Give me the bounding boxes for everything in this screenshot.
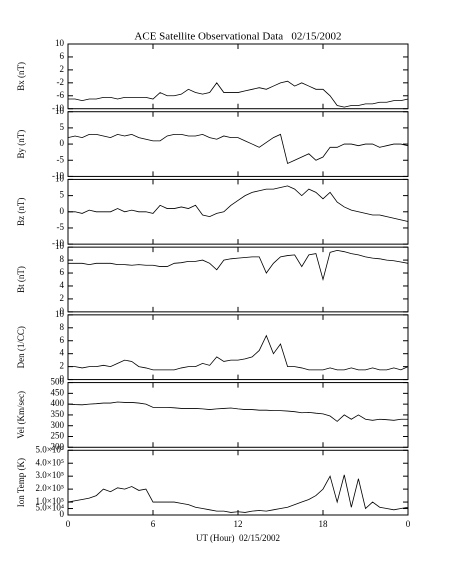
y-tick-label: 10 — [55, 38, 65, 48]
x-tick-label: 0 — [406, 519, 411, 529]
x-tick-label: 6 — [151, 519, 156, 529]
y-tick-label: 2 — [60, 293, 65, 303]
y-tick-label: 0 — [60, 306, 65, 316]
y-axis-label: Bz (nT) — [16, 198, 26, 226]
data-line — [68, 80, 409, 108]
y-tick-label: 5.0×10⁴ — [36, 503, 64, 513]
y-tick-label: 10 — [55, 106, 65, 116]
x-axis-label: UT (Hour) 02/15/2002 — [196, 533, 280, 543]
chart-title: ACE Satellite Observational Data 02/15/2… — [134, 31, 341, 43]
y-tick-label: 250 — [51, 431, 65, 441]
y-tick-label: 8 — [60, 254, 65, 264]
y-tick-label: 200 — [51, 441, 65, 451]
y-tick-label: -5 — [57, 154, 65, 164]
y-tick-label: 5 — [60, 190, 65, 200]
y-tick-label: 6 — [60, 335, 65, 345]
y-tick-label: 4.0×10⁵ — [36, 457, 64, 467]
y-tick-label: 10 — [55, 309, 65, 319]
y-tick-label: 1.0×10⁵ — [36, 496, 64, 506]
y-axis-label: Vel (Km/sec) — [16, 391, 26, 439]
y-tick-label: 4 — [60, 280, 65, 290]
y-tick-label: -10 — [52, 238, 64, 248]
y-tick-label: -10 — [52, 170, 64, 180]
x-tick-label: 0 — [66, 519, 71, 529]
y-tick-label: 0 — [60, 374, 65, 384]
y-tick-label: -2 — [57, 77, 65, 87]
x-tick-label: 18 — [319, 519, 329, 529]
y-tick-label: -10 — [52, 103, 64, 113]
y-tick-label: 0 — [60, 138, 65, 148]
y-tick-label: 2.0×10⁵ — [36, 483, 64, 493]
y-tick-label: 5.0×10⁵ — [36, 444, 64, 454]
data-line — [68, 249, 409, 282]
y-tick-label: 5 — [60, 122, 65, 132]
y-axis-label: Bx (nT) — [16, 62, 26, 91]
y-axis-label: Den (1/CC) — [16, 326, 26, 368]
y-tick-label: 2 — [60, 64, 65, 74]
y-tick-label: 4 — [60, 348, 65, 358]
y-tick-label: 3.0×10⁵ — [36, 470, 64, 480]
data-line — [67, 401, 408, 422]
y-tick-label: 500 — [51, 377, 65, 387]
y-tick-label: -6 — [57, 90, 65, 100]
data-line — [68, 334, 409, 371]
y-tick-label: 450 — [51, 387, 65, 397]
data-line — [67, 133, 409, 165]
y-tick-label: 8 — [60, 322, 65, 332]
y-axis-label: Ion Temp (K) — [16, 458, 26, 507]
x-tick-label: 12 — [234, 519, 243, 529]
y-tick-label: 6 — [60, 267, 65, 277]
y-axis-label: Bt (nT) — [16, 266, 26, 293]
y-tick-label: 0 — [60, 206, 65, 216]
y-tick-label: 10 — [55, 173, 65, 183]
y-tick-label: 400 — [51, 398, 65, 408]
y-tick-label: 300 — [51, 420, 65, 430]
y-axis-label: By (nT) — [16, 130, 26, 159]
y-tick-label: -5 — [57, 222, 65, 232]
y-tick-label: 10 — [55, 241, 65, 251]
y-tick-label: 350 — [51, 409, 65, 419]
y-tick-label: 6 — [60, 51, 65, 61]
data-line — [68, 185, 409, 222]
y-tick-label: 0 — [60, 509, 65, 519]
data-line — [67, 474, 409, 513]
y-tick-label: 2 — [60, 361, 65, 371]
